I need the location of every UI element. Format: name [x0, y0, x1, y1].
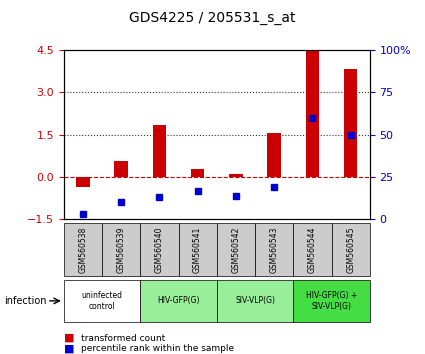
- Text: GSM560540: GSM560540: [155, 226, 164, 273]
- FancyBboxPatch shape: [332, 223, 370, 276]
- FancyBboxPatch shape: [217, 280, 293, 322]
- FancyBboxPatch shape: [178, 223, 217, 276]
- Bar: [267, 133, 281, 177]
- FancyBboxPatch shape: [293, 223, 332, 276]
- Text: percentile rank within the sample: percentile rank within the sample: [81, 344, 234, 353]
- Text: SIV-VLP(G): SIV-VLP(G): [235, 296, 275, 306]
- FancyBboxPatch shape: [293, 280, 370, 322]
- Text: HIV-GFP(G): HIV-GFP(G): [157, 296, 200, 306]
- FancyBboxPatch shape: [217, 223, 255, 276]
- Bar: [344, 69, 357, 177]
- Text: GSM560545: GSM560545: [346, 226, 355, 273]
- Text: GSM560542: GSM560542: [231, 226, 241, 273]
- FancyBboxPatch shape: [64, 223, 102, 276]
- FancyBboxPatch shape: [102, 223, 140, 276]
- Text: GSM560544: GSM560544: [308, 226, 317, 273]
- Bar: [153, 125, 166, 177]
- FancyBboxPatch shape: [255, 223, 293, 276]
- FancyBboxPatch shape: [140, 280, 217, 322]
- Text: GDS4225 / 205531_s_at: GDS4225 / 205531_s_at: [129, 11, 296, 25]
- Text: ■: ■: [64, 344, 74, 354]
- Text: GSM560543: GSM560543: [269, 226, 279, 273]
- Text: GSM560539: GSM560539: [116, 226, 126, 273]
- Bar: [76, 177, 90, 187]
- Text: HIV-GFP(G) +
SIV-VLP(G): HIV-GFP(G) + SIV-VLP(G): [306, 291, 357, 310]
- Text: ■: ■: [64, 333, 74, 343]
- Bar: [191, 169, 204, 177]
- FancyBboxPatch shape: [64, 280, 140, 322]
- Text: uninfected
control: uninfected control: [82, 291, 122, 310]
- Text: GSM560538: GSM560538: [78, 226, 88, 273]
- Bar: [229, 173, 243, 177]
- FancyBboxPatch shape: [140, 223, 178, 276]
- Text: transformed count: transformed count: [81, 333, 165, 343]
- Text: GSM560541: GSM560541: [193, 226, 202, 273]
- Bar: [306, 51, 319, 177]
- Bar: [114, 161, 128, 177]
- Text: infection: infection: [4, 296, 47, 306]
